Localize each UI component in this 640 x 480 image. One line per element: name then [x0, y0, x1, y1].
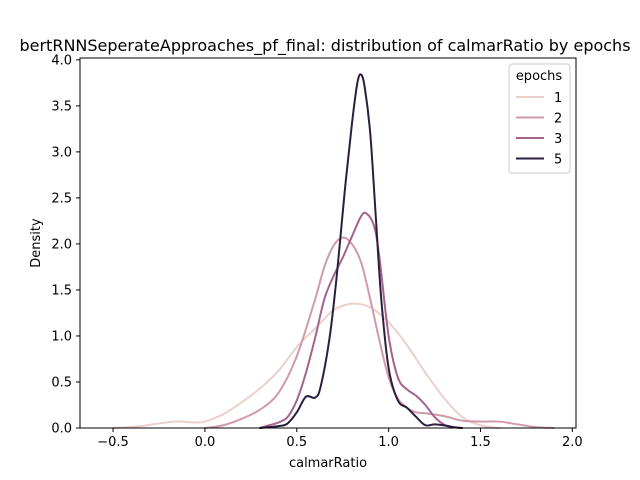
- chart-title: bertRNNSeperateApproaches_pf_final: dist…: [19, 36, 630, 56]
- y-axis: 0.0 0.5 1.0 1.5 2.0 2.5 3.0 3.5 4.0: [51, 53, 80, 437]
- x-axis: −0.5 0.0 0.5 1.0 1.5 2.0: [97, 428, 583, 450]
- legend-label-3: 3: [554, 132, 562, 147]
- x-tick-label: −0.5: [97, 435, 129, 450]
- y-tick-label: 3.0: [51, 145, 72, 160]
- legend-title: epochs: [516, 69, 563, 84]
- series-line-2: [203, 236, 555, 429]
- legend-label-1: 1: [554, 91, 562, 106]
- y-tick-label: 0.0: [51, 422, 72, 437]
- x-tick-label: 2.0: [562, 435, 583, 450]
- plot-frame: [79, 57, 577, 429]
- x-tick-label: 0.0: [195, 435, 216, 450]
- y-tick-label: 2.5: [51, 191, 72, 206]
- y-tick-label: 4.0: [51, 53, 72, 68]
- x-tick-label: 1.5: [470, 435, 491, 450]
- y-tick-label: 2.0: [51, 237, 72, 252]
- legend-label-2: 2: [554, 112, 562, 127]
- y-tick-label: 3.5: [51, 99, 72, 114]
- y-tick-label: 1.5: [51, 283, 72, 298]
- legend: epochs 1 2 3 5: [508, 63, 571, 174]
- series-line-5: [259, 73, 464, 429]
- series-line-1: [112, 302, 500, 429]
- plot-lines: [112, 73, 555, 429]
- x-tick-label: 1.0: [378, 435, 399, 450]
- y-tick-label: 0.5: [51, 375, 72, 390]
- x-axis-label: calmarRatio: [289, 456, 367, 471]
- series-line-3: [259, 211, 464, 429]
- y-tick-label: 1.0: [51, 329, 72, 344]
- x-tick-label: 0.5: [286, 435, 307, 450]
- y-axis-label: Density: [29, 218, 44, 268]
- legend-label-5: 5: [554, 153, 562, 168]
- legend-items: 1 2 3 5: [516, 91, 562, 168]
